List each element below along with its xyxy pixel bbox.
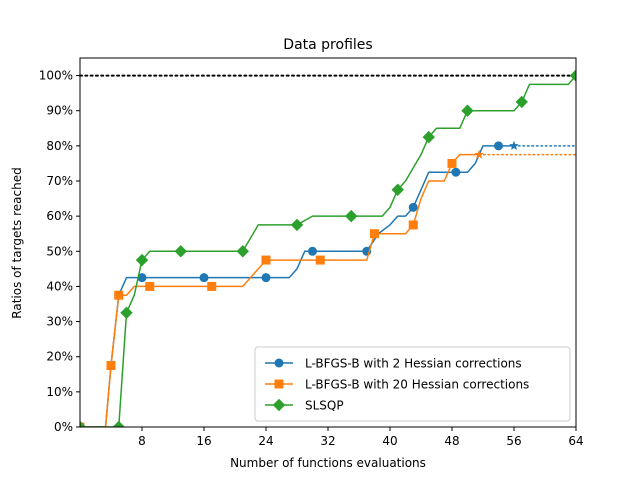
legend: L-BFGS-B with 2 Hessian corrections L-BFG…	[254, 346, 571, 422]
data-point	[370, 229, 379, 239]
y-tick-label: 60%	[46, 209, 73, 223]
y-axis-label: Ratios of targets reached	[10, 167, 24, 318]
x-tick-label: 64	[568, 434, 583, 448]
y-tick-label: 80%	[46, 139, 73, 153]
plot-area: 8 16 24 32 40 48 56 64 0% 10% 20% 30% 40% 50% 60% 70% 80…	[39, 57, 584, 448]
data-point	[135, 253, 149, 267]
y-tick-label: 20%	[46, 350, 73, 364]
y-tick-label: 90%	[46, 104, 73, 118]
data-point	[120, 306, 133, 319]
data-point	[461, 104, 474, 117]
legend-label: SLSQP	[305, 399, 344, 413]
data-point	[345, 209, 358, 223]
y-tick-label: 50%	[46, 244, 73, 258]
y-tick-label: 30%	[46, 315, 73, 329]
legend-swatch-marker	[272, 398, 286, 412]
legend-label: L-BFGS-B with 20 Hessian corrections	[305, 378, 529, 392]
data-point	[494, 141, 503, 151]
y-tick-label: 100%	[39, 69, 73, 83]
data-point	[106, 361, 116, 370]
x-tick-label: 40	[382, 434, 397, 448]
series-line	[80, 75, 576, 427]
y-tick-label: 40%	[46, 279, 73, 293]
data-point	[515, 95, 528, 109]
data-point	[408, 220, 418, 230]
data-point	[408, 202, 418, 212]
legend-swatch-marker	[274, 358, 284, 368]
data-point	[145, 281, 155, 291]
x-axis-label: Number of functions evaluations	[230, 456, 426, 470]
y-tick-label: 10%	[46, 385, 73, 399]
data-point	[391, 183, 404, 196]
data-point	[261, 273, 271, 283]
data-point	[112, 420, 125, 427]
x-tick-label: 56	[506, 434, 521, 448]
series-end-marker	[474, 149, 485, 159]
data-point	[80, 420, 87, 427]
x-tick-label: 32	[320, 434, 335, 448]
series-2	[80, 149, 576, 427]
data-point	[207, 281, 217, 291]
x-tick-label: 8	[138, 434, 146, 448]
legend-label: L-BFGS-B with 2 Hessian corrections	[305, 357, 522, 371]
data-point	[569, 69, 576, 82]
series-group	[80, 69, 576, 427]
y-tick-label: 70%	[46, 174, 73, 188]
legend-swatch-marker	[274, 379, 284, 389]
legend-box	[254, 346, 571, 422]
x-tick-label: 24	[258, 434, 273, 448]
data-point	[261, 255, 271, 265]
data-point	[422, 130, 435, 144]
data-point	[174, 245, 187, 258]
series-end-marker	[509, 140, 519, 151]
data-point	[114, 290, 124, 300]
x-tick-label: 16	[196, 434, 211, 448]
data-point	[451, 167, 461, 177]
y-tick-label: 0%	[54, 420, 73, 434]
data-point	[315, 255, 325, 265]
series-3	[80, 69, 576, 427]
x-tick-label: 48	[444, 434, 459, 448]
data-point	[308, 246, 317, 256]
chart-title: Data profiles	[283, 37, 372, 53]
data-point	[290, 218, 304, 232]
data-point	[236, 245, 249, 258]
data-point	[447, 158, 457, 168]
data-point	[199, 273, 209, 283]
series-1	[80, 140, 576, 427]
